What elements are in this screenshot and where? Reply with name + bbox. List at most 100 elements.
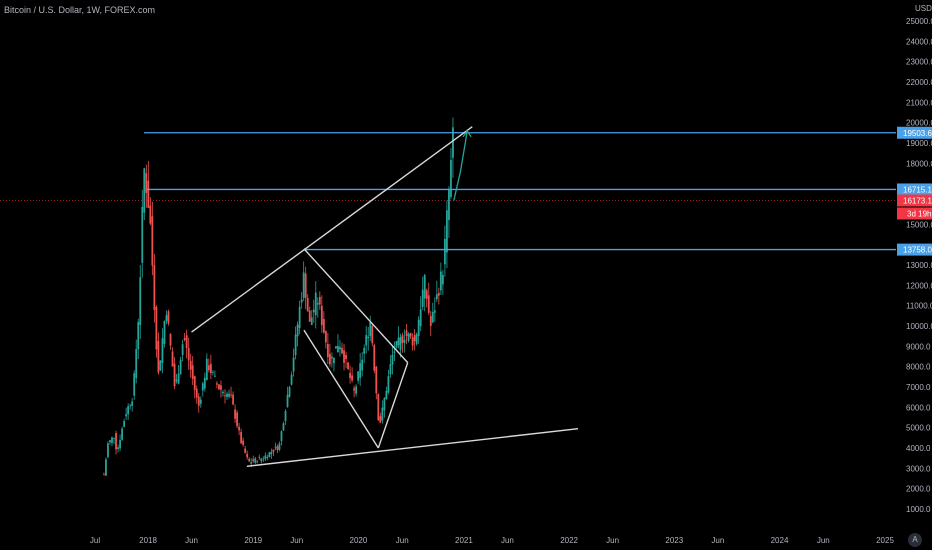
candle-body [341, 348, 343, 354]
y-tick-label: 4000.0 [906, 444, 931, 453]
candle-body [357, 371, 360, 381]
candle-body [298, 306, 301, 328]
candle-body [318, 296, 321, 305]
candle-body [222, 391, 224, 394]
candle-body [177, 373, 180, 384]
x-tick-label: Jul [90, 536, 100, 545]
y-unit-label: USD [915, 4, 932, 13]
candle-body [450, 160, 452, 197]
candle-body [238, 426, 241, 431]
candle-body [401, 335, 404, 344]
candle-body [435, 294, 438, 300]
candle-body [312, 309, 315, 313]
candle-body [335, 346, 337, 349]
candle-body [163, 321, 166, 344]
candle-body [431, 311, 434, 323]
candle-body [175, 379, 178, 382]
candle-body [165, 315, 168, 322]
candle-body [123, 421, 126, 427]
candle-body [288, 387, 291, 397]
x-tick-label: 2019 [244, 536, 262, 545]
candle-body [320, 305, 323, 326]
candle-body [143, 168, 146, 213]
y-tick-label: 1000.0 [906, 505, 931, 514]
candle-body [220, 385, 222, 390]
candle-body [308, 310, 311, 322]
candle-body [452, 127, 454, 158]
candle-body [278, 443, 281, 450]
candle-body [391, 354, 394, 365]
candle-body [343, 350, 345, 363]
y-tick-label: 8000.0 [906, 363, 931, 372]
candle-body [405, 330, 408, 336]
candle-body [107, 443, 109, 457]
candle-body [127, 406, 130, 415]
x-tick-label: 2021 [455, 536, 473, 545]
candle-body [302, 272, 305, 298]
price-level-badge-label: 13758.0 [903, 246, 932, 255]
candle-body [191, 365, 194, 379]
price-level-badge [897, 243, 932, 256]
candle-body [284, 411, 287, 422]
projection-arrowhead [462, 129, 472, 138]
candle-body [207, 365, 210, 371]
candle-body [443, 239, 446, 265]
candle-body [433, 310, 436, 313]
y-tick-label: 21000.0 [906, 98, 932, 107]
candle-body [272, 449, 275, 452]
candle-body [314, 292, 317, 316]
candle-body [363, 347, 366, 354]
candle-body [286, 394, 289, 408]
candle-body [234, 409, 236, 419]
candle-body [256, 461, 259, 463]
candle-body [439, 271, 442, 291]
candle-body [193, 376, 196, 390]
candle-body [276, 446, 279, 450]
trendline [303, 248, 409, 364]
candle-body [417, 319, 420, 336]
candle-body [349, 373, 351, 379]
price-level-badge [897, 183, 932, 196]
y-tick-label: 9000.0 [906, 342, 931, 351]
candle-body [300, 299, 303, 303]
y-tick-label: 3000.0 [906, 464, 931, 473]
candle-body [381, 407, 384, 421]
candle-body [351, 375, 353, 381]
candle-body [125, 414, 128, 417]
chart-title: Bitcoin / U.S. Dollar, 1W, FOREX.com [4, 5, 156, 15]
candle-body [203, 377, 206, 389]
candle-body [199, 399, 202, 404]
candle-body [171, 351, 174, 367]
candle-body [240, 431, 243, 444]
trendline [246, 427, 579, 467]
tradingview-logo-icon[interactable]: A [908, 533, 922, 547]
candle-body [282, 423, 285, 431]
candle-body [403, 339, 406, 343]
candle-body [244, 448, 247, 453]
candle-body [415, 334, 418, 345]
candle-body [393, 351, 396, 353]
candle-body [355, 386, 358, 394]
x-tick-label: 2020 [350, 536, 368, 545]
candle-body [266, 457, 269, 459]
candle-body [347, 362, 349, 369]
y-tick-label: 13000.0 [906, 261, 932, 270]
candle-body [205, 358, 208, 381]
y-tick-label: 2000.0 [906, 485, 931, 494]
candle-body [292, 357, 295, 372]
candle-body [145, 173, 148, 193]
candle-body [183, 338, 186, 340]
candle-body [111, 437, 113, 443]
candle-body [304, 273, 307, 298]
y-tick-label: 5000.0 [906, 424, 931, 433]
candle-body [377, 394, 380, 421]
candle-body [316, 303, 319, 305]
candle-body [367, 336, 370, 339]
candle-body [379, 416, 382, 423]
candle-body [359, 363, 362, 379]
candle-body [211, 371, 214, 373]
candle-body [429, 316, 432, 326]
current-price-label: 16173.1 [903, 196, 932, 205]
candle-body [421, 289, 424, 307]
